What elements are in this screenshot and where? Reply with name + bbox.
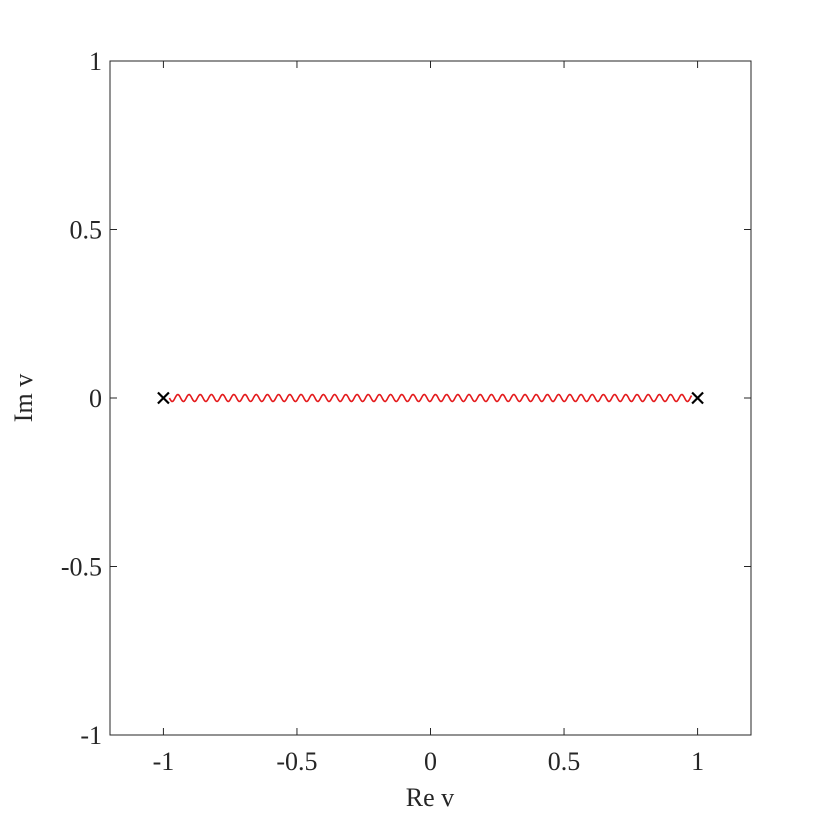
x-tick-label: 0.5 (548, 747, 581, 776)
plot-area (109, 60, 752, 736)
y-tick-label: 1 (89, 47, 102, 76)
x-axis-label: Re v (406, 783, 454, 812)
marker-x (691, 391, 704, 405)
x-tick-label: 1 (691, 747, 704, 776)
x-tick-label: 0 (424, 747, 437, 776)
y-tick-label: 0 (89, 384, 102, 413)
y-tick-label: 0.5 (70, 216, 103, 245)
y-tick-label: -1 (80, 721, 102, 750)
marker-x (157, 391, 170, 405)
x-tick-label: -1 (153, 747, 175, 776)
branch-cut (168, 393, 693, 403)
y-tick-label: -0.5 (61, 553, 102, 582)
y-axis-label: Im v (9, 374, 38, 422)
x-tick-label: -0.5 (276, 747, 317, 776)
